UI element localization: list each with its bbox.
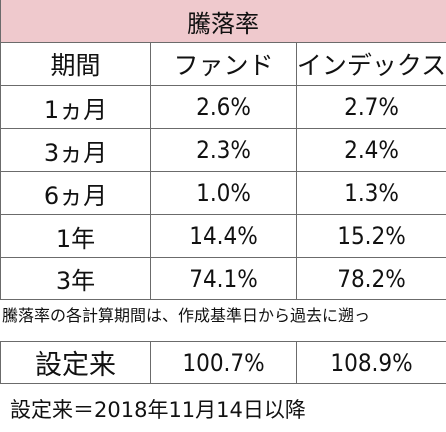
table-title: 騰落率 (187, 9, 259, 38)
row-index-value: 15.2% (337, 222, 406, 250)
table-title-band: 騰落率 (0, 0, 446, 42)
row-period: 3ヵ月 (43, 138, 108, 167)
row-fund-value: 2.3% (196, 136, 251, 164)
grid-line (0, 42, 446, 43)
grid-line (0, 383, 446, 384)
row-index-value: 2.4% (344, 136, 399, 164)
since-inception-label: 設定来 (35, 350, 116, 381)
grid-line (0, 0, 1, 300)
since-inception-fund-value: 100.7% (182, 348, 265, 377)
row-fund-value: 74.1% (189, 264, 258, 293)
row-index-value: 78.2% (337, 264, 406, 293)
inception-date-footnote: 設定来＝2018年11月14日以降 (10, 398, 306, 422)
grid-line (0, 257, 446, 258)
row-period: 6ヵ月 (43, 181, 108, 210)
grid-line (150, 341, 151, 384)
grid-line (0, 299, 446, 300)
grid-line (0, 85, 446, 86)
grid-line (296, 341, 297, 384)
since-inception-index-value: 108.9% (330, 348, 413, 377)
grid-line (296, 43, 297, 300)
grid-line (0, 341, 1, 384)
row-index-value: 2.7% (344, 93, 399, 121)
column-header-fund: ファンド (173, 51, 274, 80)
row-period: 3年 (55, 267, 96, 295)
row-fund-value: 1.0% (196, 179, 251, 207)
grid-line (0, 214, 446, 215)
row-period: 1ヵ月 (43, 95, 108, 124)
grid-line (0, 171, 446, 172)
column-header-index: インデックス (297, 51, 446, 80)
row-fund-value: 14.4% (189, 222, 258, 250)
grid-line (150, 43, 151, 300)
row-index-value: 1.3% (344, 179, 399, 207)
grid-line (0, 128, 446, 129)
calculation-note: 騰落率の各計算期間は、作成基準日から過去に遡っ (2, 306, 371, 325)
grid-line (0, 341, 446, 342)
row-fund-value: 2.6% (196, 93, 251, 121)
row-period: 1年 (55, 224, 96, 253)
column-header-period: 期間 (50, 51, 101, 80)
